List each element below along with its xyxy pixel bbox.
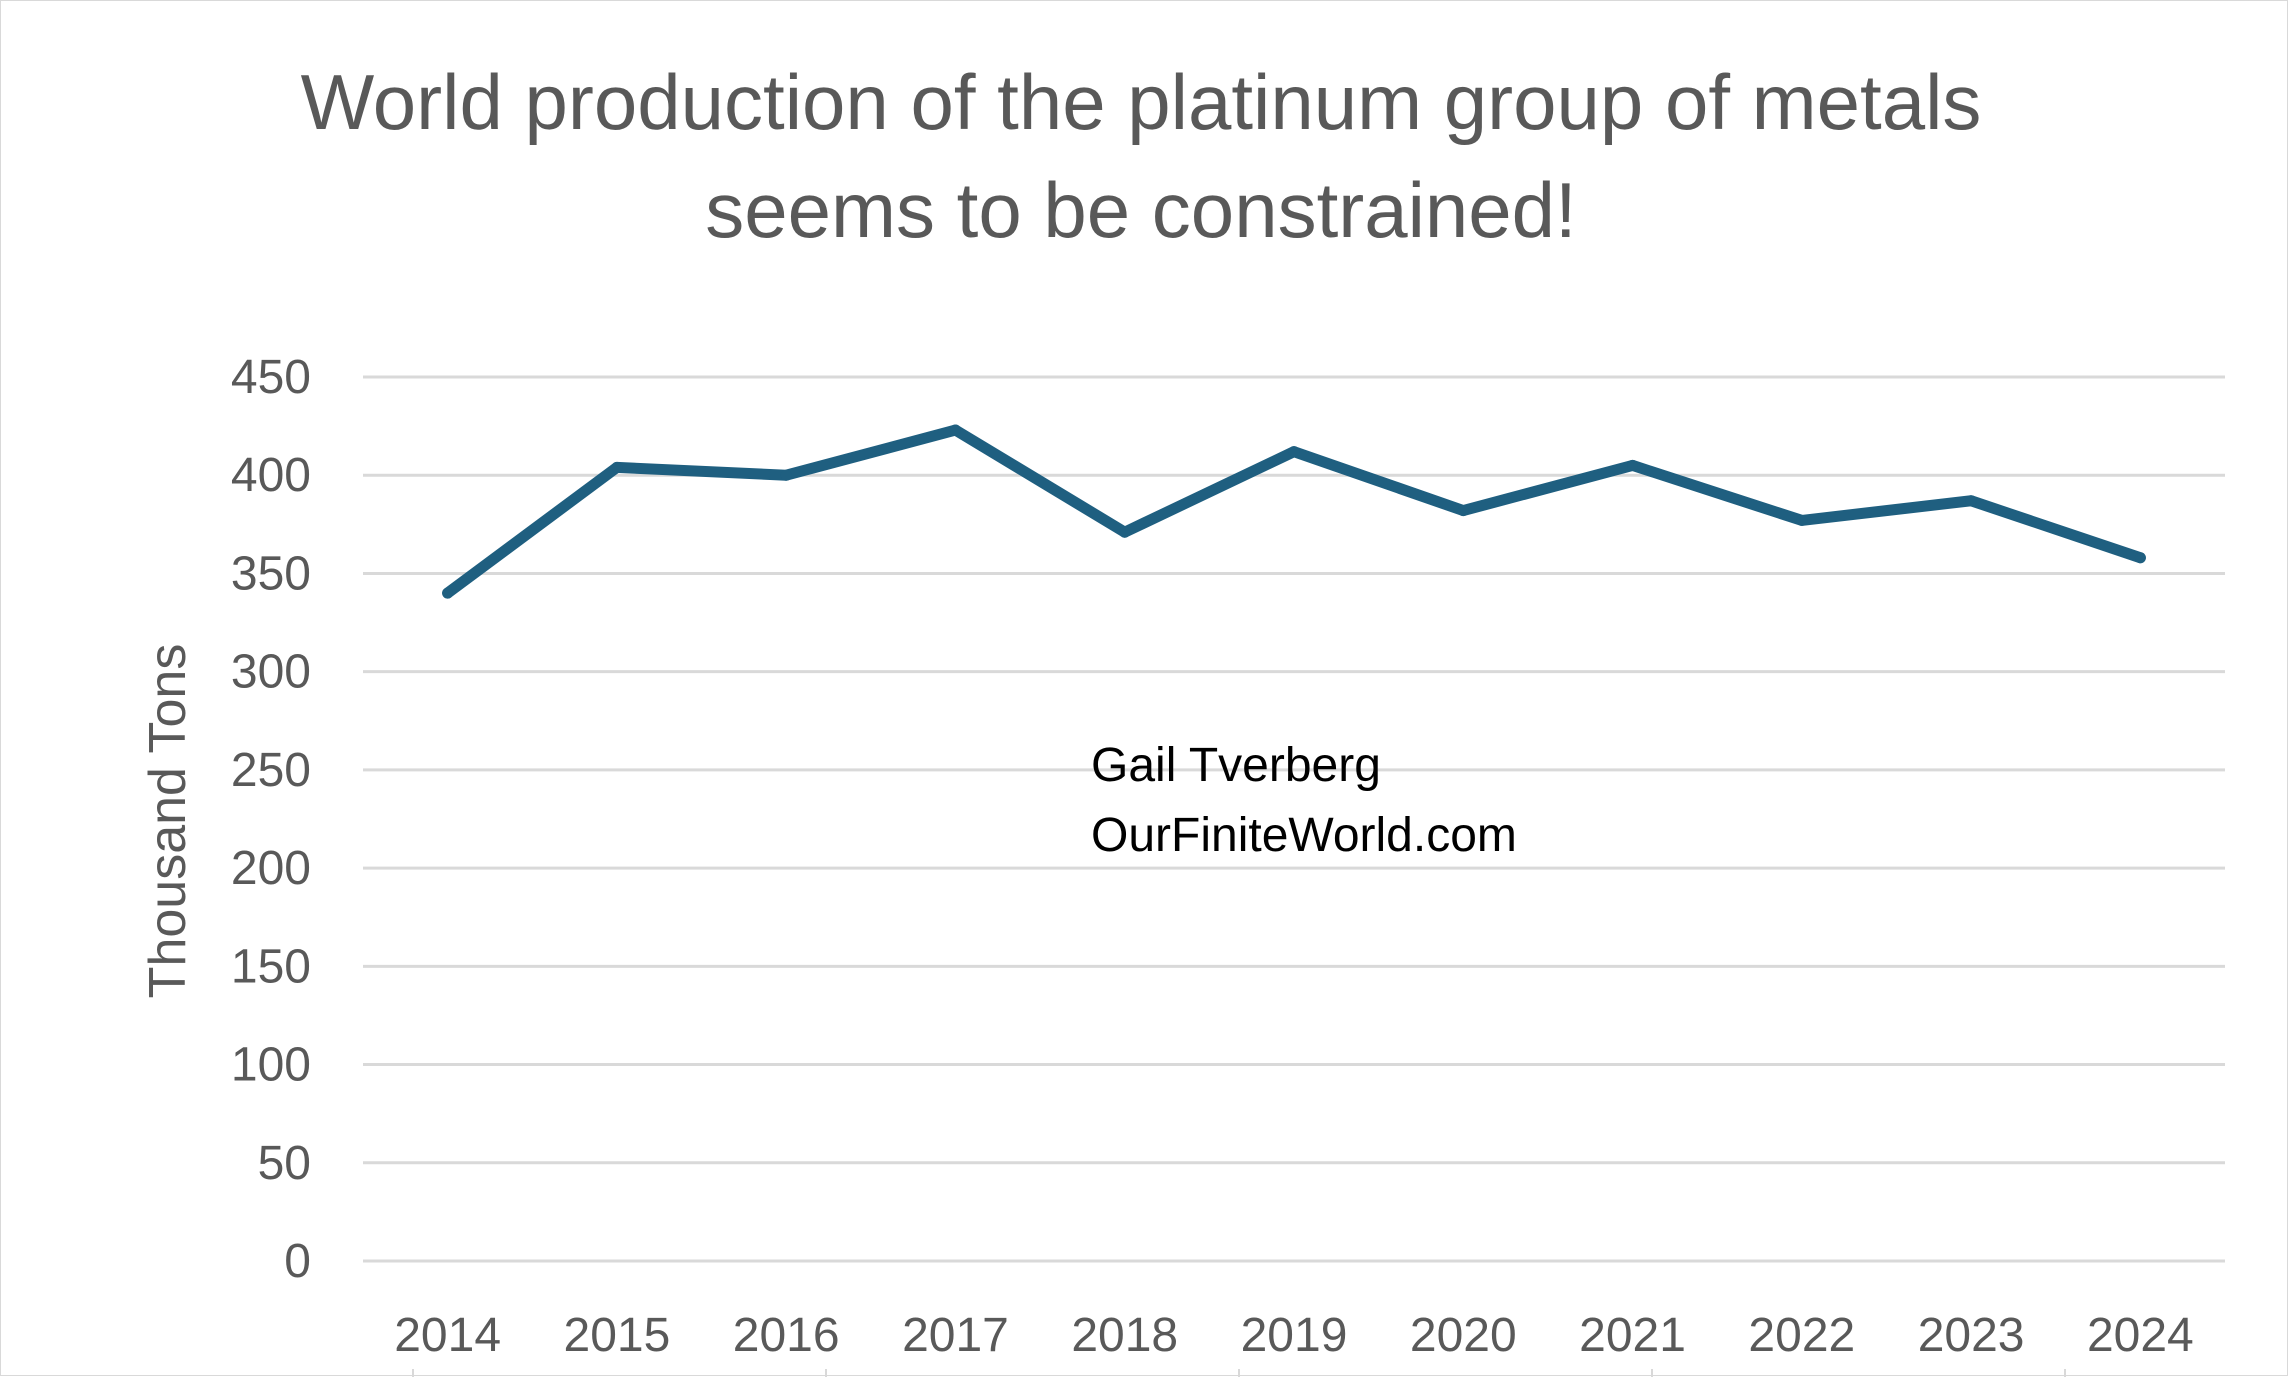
y-tick-label: 350 <box>231 547 311 600</box>
annotation-website: OurFiniteWorld.com <box>1091 809 1517 862</box>
y-tick-label: 250 <box>231 744 311 797</box>
data-point-2021 <box>1627 459 1639 471</box>
x-tick-label: 2023 <box>1918 1309 2025 1362</box>
x-tick-label: 2017 <box>902 1309 1009 1362</box>
y-tick-label: 50 <box>258 1137 311 1190</box>
gridlines <box>363 375 2225 1263</box>
y-tick-label: 450 <box>231 351 311 404</box>
data-point-2020 <box>1457 505 1469 517</box>
data-point-2016 <box>780 469 792 481</box>
x-tick-label: 2015 <box>564 1309 671 1362</box>
x-axis-tick-marks <box>412 1369 2066 1377</box>
x-tick-label: 2021 <box>1579 1309 1686 1362</box>
data-point-2014 <box>442 587 454 599</box>
y-tick-label: 150 <box>231 940 311 993</box>
x-axis-tick-labels: 2014 2015 2016 2017 2018 2019 2020 2021 2022 2023… <box>394 1309 2194 1362</box>
annotation-author: Gail Tverberg <box>1091 739 1381 792</box>
y-tick-label: 200 <box>231 842 311 895</box>
x-tick-label: 2020 <box>1410 1309 1517 1362</box>
y-tick-label: 300 <box>231 646 311 699</box>
x-tick-label: 2024 <box>2087 1309 2194 1362</box>
chart-title-line-2: seems to be constrained! <box>705 166 1576 254</box>
chart-title-line-1: World production of the platinum group o… <box>301 58 1982 146</box>
x-tick-label: 2018 <box>1071 1309 1178 1362</box>
data-point-2019 <box>1288 446 1300 458</box>
data-point-2023 <box>1965 495 1977 507</box>
data-point-2022 <box>1796 514 1808 526</box>
y-tick-label: 400 <box>231 449 311 502</box>
x-tick-label: 2022 <box>1748 1309 1855 1362</box>
y-tick-label: 100 <box>231 1039 311 1092</box>
data-point-2018 <box>1119 526 1131 538</box>
y-tick-label: 0 <box>284 1235 311 1288</box>
data-point-2017 <box>949 424 961 436</box>
series-layer <box>442 424 2146 599</box>
y-axis-title: Thousand Tons <box>139 644 197 999</box>
y-axis-tick-labels: 0 50 100 150 200 250 300 350 400 450 <box>231 351 311 1288</box>
data-point-2024 <box>2134 552 2146 564</box>
x-tick-label: 2016 <box>733 1309 840 1362</box>
x-tick-label: 2014 <box>394 1309 501 1362</box>
data-point-2015 <box>611 461 623 473</box>
x-tick-label: 2019 <box>1241 1309 1348 1362</box>
